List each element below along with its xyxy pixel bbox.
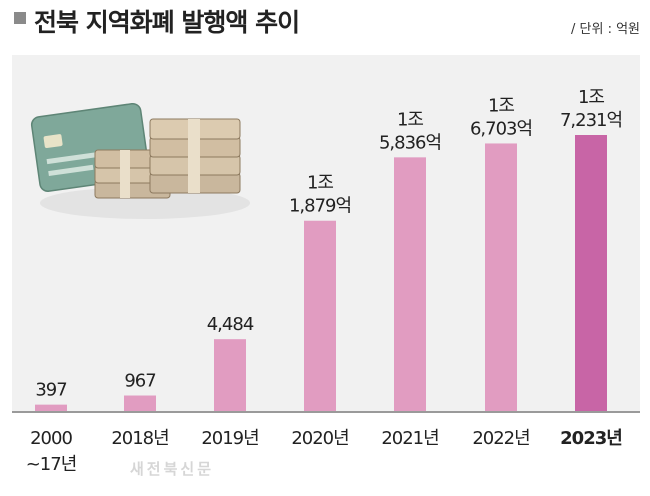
category-label-3: 2020년 — [291, 428, 348, 449]
category-label-2: 2019년 — [201, 428, 258, 449]
bar-4 — [394, 157, 426, 411]
category-label-4: 2021년 — [381, 428, 438, 449]
unit-label: / 단위 : 억원 — [571, 22, 640, 37]
category-label-0: 2000 ~17년 — [26, 428, 77, 475]
watermark-text: 새전북신문 — [130, 460, 215, 478]
bar-6 — [575, 135, 607, 411]
value-label-5: 1조 6,703억 — [470, 95, 532, 139]
value-label-4: 1조 5,836억 — [379, 109, 441, 153]
bar-2 — [214, 339, 246, 411]
value-label-1: 967 — [124, 371, 155, 392]
bar-1 — [124, 395, 156, 411]
chart-header: 전북 지역화폐 발행액 추이 / 단위 : 억원 — [0, 0, 650, 50]
value-label-3: 1조 1,879억 — [289, 173, 351, 217]
category-label-6: 2023년 — [560, 428, 622, 449]
value-label-0: 397 — [35, 380, 66, 401]
title-bullet-icon — [14, 12, 26, 24]
category-label-1: 2018년 — [111, 428, 168, 449]
value-label-6: 1조 7,231억 — [560, 87, 622, 131]
money-card-illustration-icon — [30, 102, 250, 219]
bar-5 — [485, 143, 517, 411]
category-label-5: 2022년 — [472, 428, 529, 449]
bar-0 — [35, 404, 67, 411]
x-axis-line — [12, 411, 640, 413]
chart-title: 전북 지역화폐 발행액 추이 — [34, 8, 300, 37]
bar-3 — [304, 220, 336, 411]
value-label-2: 4,484 — [207, 314, 254, 335]
